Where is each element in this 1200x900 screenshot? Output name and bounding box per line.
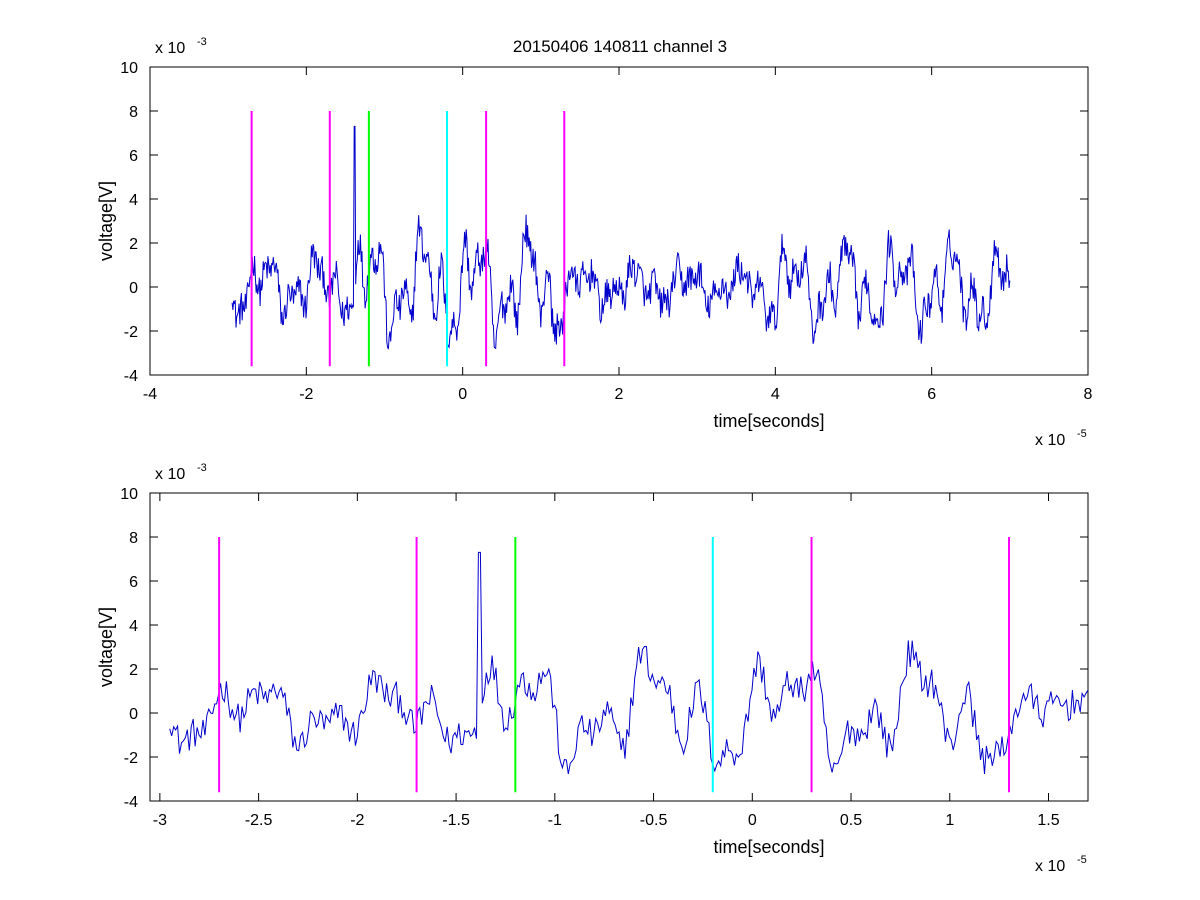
y-exponent-label: x 10: [155, 40, 185, 57]
x-tick-label: 1: [945, 812, 954, 829]
y-tick-label: 8: [129, 530, 138, 547]
signal-trace: [231, 125, 1011, 350]
y-tick-label: 2: [129, 236, 138, 253]
axes-box: [149, 66, 1089, 376]
y-tick-label: 10: [120, 60, 138, 77]
x-tick-label: 0: [458, 386, 467, 403]
axes-box: [149, 492, 1089, 802]
y-axis-label: voltage[V]: [96, 181, 116, 261]
x-axis-label: time[seconds]: [713, 837, 824, 857]
x-tick-label: -1.5: [442, 812, 470, 829]
y-tick-label: 0: [129, 706, 138, 723]
y-tick-label: 10: [120, 486, 138, 503]
x-tick-label: 1.5: [1037, 812, 1059, 829]
y-tick-label: -4: [124, 794, 138, 811]
x-tick-label: 6: [927, 386, 936, 403]
y-tick-label: 6: [129, 148, 138, 165]
top-chart: -4 -2 0 2 4 6 8 -4 -2 0 2 4 6 8 10 x 10 -3 x 10 -5 time[sec…: [96, 36, 1093, 449]
x-axis-label: time[seconds]: [713, 411, 824, 431]
y-axis-label: voltage[V]: [96, 607, 116, 687]
figure-title: 20150406 140811 channel 3: [513, 37, 727, 56]
y-exponent: -3: [197, 462, 207, 474]
y-tick-label: 4: [129, 192, 138, 209]
x-exponent-label: x 10: [1035, 432, 1065, 449]
y-tick-label: -2: [124, 750, 138, 767]
x-tick-label: 2: [615, 386, 624, 403]
y-tick-label: 0: [129, 280, 138, 297]
x-tick-label: 0: [748, 812, 757, 829]
x-tick-label: 0.5: [840, 812, 862, 829]
x-exponent-label: x 10: [1035, 858, 1065, 875]
x-tick-label: 4: [771, 386, 780, 403]
x-exponent: -5: [1077, 854, 1087, 866]
x-tick-label: -1: [548, 812, 562, 829]
y-tick-label: 6: [129, 574, 138, 591]
x-tick-label: -3: [153, 812, 167, 829]
y-exponent-label: x 10: [155, 466, 185, 483]
y-exponent: -3: [197, 36, 207, 48]
x-tick-label: -2: [350, 812, 364, 829]
x-tick-label: -4: [143, 386, 157, 403]
y-tick-label: 4: [129, 618, 138, 635]
bottom-chart: -3 -2.5 -2 -1.5 -1 -0.5 0 0.5 1 1.5 -4 -2 0 2 4 6 8 10 x 1…: [96, 462, 1089, 875]
x-exponent: -5: [1077, 428, 1087, 440]
y-tick-label: 8: [129, 104, 138, 121]
x-tick-label: -0.5: [640, 812, 668, 829]
x-tick-label: -2: [299, 386, 313, 403]
y-tick-label: -2: [124, 324, 138, 341]
y-tick-label: -4: [124, 368, 138, 385]
y-tick-label: 2: [129, 662, 138, 679]
signal-trace: [169, 551, 1089, 775]
x-tick-label: 8: [1084, 386, 1093, 403]
x-tick-label: -2.5: [245, 812, 273, 829]
